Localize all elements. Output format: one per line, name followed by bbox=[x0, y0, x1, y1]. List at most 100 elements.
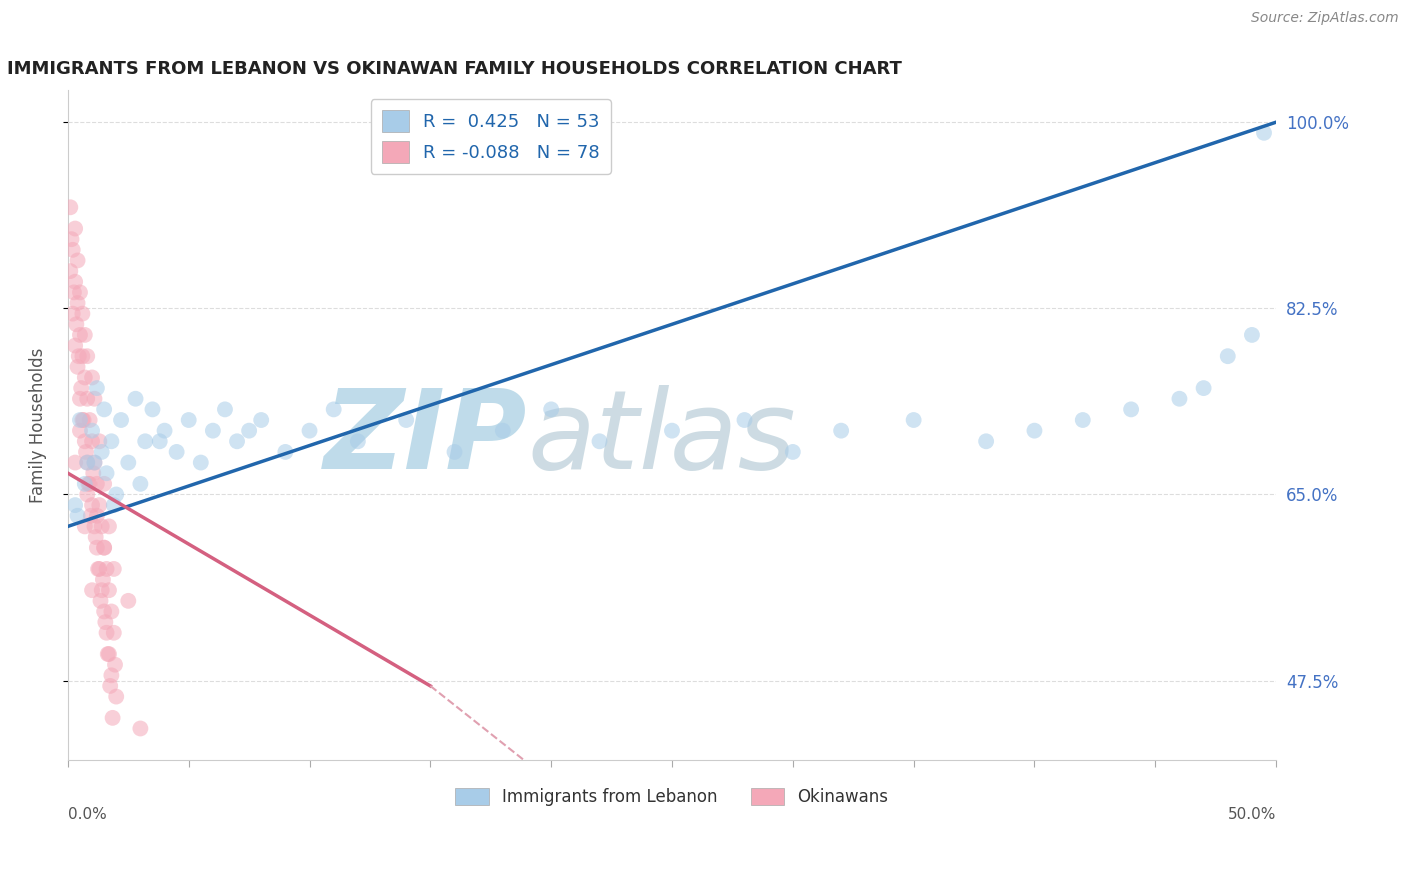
Point bbox=[66, 359, 89, 374]
Point bbox=[72, 307, 94, 321]
Point bbox=[83, 456, 105, 470]
Point bbox=[65, 318, 87, 332]
Point bbox=[103, 625, 125, 640]
Point bbox=[1024, 424, 1046, 438]
Point bbox=[76, 392, 98, 406]
Point bbox=[98, 679, 121, 693]
Point bbox=[66, 508, 89, 523]
Point bbox=[100, 605, 122, 619]
Point bbox=[974, 434, 997, 449]
Point bbox=[63, 275, 86, 289]
Point bbox=[830, 424, 852, 438]
Point bbox=[80, 583, 103, 598]
Point bbox=[94, 615, 117, 629]
Point bbox=[110, 413, 132, 427]
Point bbox=[80, 508, 103, 523]
Point bbox=[76, 456, 98, 470]
Text: ZIP: ZIP bbox=[323, 385, 527, 492]
Point bbox=[1168, 392, 1191, 406]
Point bbox=[177, 413, 200, 427]
Point bbox=[103, 498, 125, 512]
Point bbox=[70, 381, 93, 395]
Point bbox=[100, 434, 122, 449]
Point bbox=[117, 594, 139, 608]
Point bbox=[89, 434, 111, 449]
Point bbox=[79, 476, 101, 491]
Point bbox=[134, 434, 156, 449]
Point bbox=[166, 445, 188, 459]
Point bbox=[59, 264, 82, 278]
Point bbox=[1240, 327, 1263, 342]
Point bbox=[89, 562, 111, 576]
Point bbox=[734, 413, 756, 427]
Point bbox=[903, 413, 925, 427]
Point bbox=[97, 647, 120, 661]
Point bbox=[63, 456, 86, 470]
Point bbox=[79, 413, 101, 427]
Point bbox=[83, 519, 105, 533]
Point bbox=[104, 657, 127, 672]
Point bbox=[69, 285, 91, 300]
Point bbox=[98, 519, 121, 533]
Point bbox=[73, 519, 96, 533]
Point bbox=[105, 690, 128, 704]
Point bbox=[540, 402, 562, 417]
Point bbox=[117, 456, 139, 470]
Point bbox=[93, 541, 115, 555]
Point bbox=[1119, 402, 1142, 417]
Point bbox=[59, 200, 82, 214]
Point bbox=[87, 562, 110, 576]
Point bbox=[76, 456, 98, 470]
Point bbox=[201, 424, 224, 438]
Text: IMMIGRANTS FROM LEBANON VS OKINAWAN FAMILY HOUSEHOLDS CORRELATION CHART: IMMIGRANTS FROM LEBANON VS OKINAWAN FAMI… bbox=[7, 60, 903, 78]
Point bbox=[80, 434, 103, 449]
Point bbox=[443, 445, 465, 459]
Point bbox=[75, 445, 97, 459]
Point bbox=[89, 498, 111, 512]
Point bbox=[90, 519, 112, 533]
Point bbox=[69, 413, 91, 427]
Point bbox=[274, 445, 297, 459]
Point bbox=[66, 296, 89, 310]
Point bbox=[101, 711, 124, 725]
Point bbox=[91, 573, 114, 587]
Point bbox=[69, 424, 91, 438]
Legend: Immigrants from Lebanon, Okinawans: Immigrants from Lebanon, Okinawans bbox=[449, 780, 896, 813]
Point bbox=[63, 498, 86, 512]
Text: 0.0%: 0.0% bbox=[67, 807, 107, 822]
Point bbox=[100, 668, 122, 682]
Point bbox=[250, 413, 273, 427]
Point bbox=[80, 370, 103, 384]
Point bbox=[86, 476, 108, 491]
Point bbox=[82, 466, 104, 480]
Point bbox=[83, 456, 105, 470]
Point bbox=[492, 424, 515, 438]
Text: atlas: atlas bbox=[527, 385, 796, 492]
Point bbox=[93, 402, 115, 417]
Point bbox=[1071, 413, 1094, 427]
Point bbox=[96, 625, 118, 640]
Point bbox=[83, 392, 105, 406]
Point bbox=[80, 498, 103, 512]
Point bbox=[77, 476, 100, 491]
Point bbox=[190, 456, 212, 470]
Point bbox=[124, 392, 146, 406]
Point bbox=[62, 307, 84, 321]
Point bbox=[1216, 349, 1239, 363]
Point bbox=[72, 413, 94, 427]
Point bbox=[1192, 381, 1215, 395]
Point bbox=[226, 434, 249, 449]
Point bbox=[782, 445, 804, 459]
Point bbox=[73, 434, 96, 449]
Point bbox=[66, 253, 89, 268]
Point bbox=[129, 476, 152, 491]
Point bbox=[153, 424, 176, 438]
Point bbox=[73, 327, 96, 342]
Point bbox=[72, 413, 94, 427]
Point bbox=[86, 381, 108, 395]
Point bbox=[62, 243, 84, 257]
Point bbox=[98, 647, 121, 661]
Point bbox=[238, 424, 260, 438]
Point bbox=[69, 392, 91, 406]
Point bbox=[105, 487, 128, 501]
